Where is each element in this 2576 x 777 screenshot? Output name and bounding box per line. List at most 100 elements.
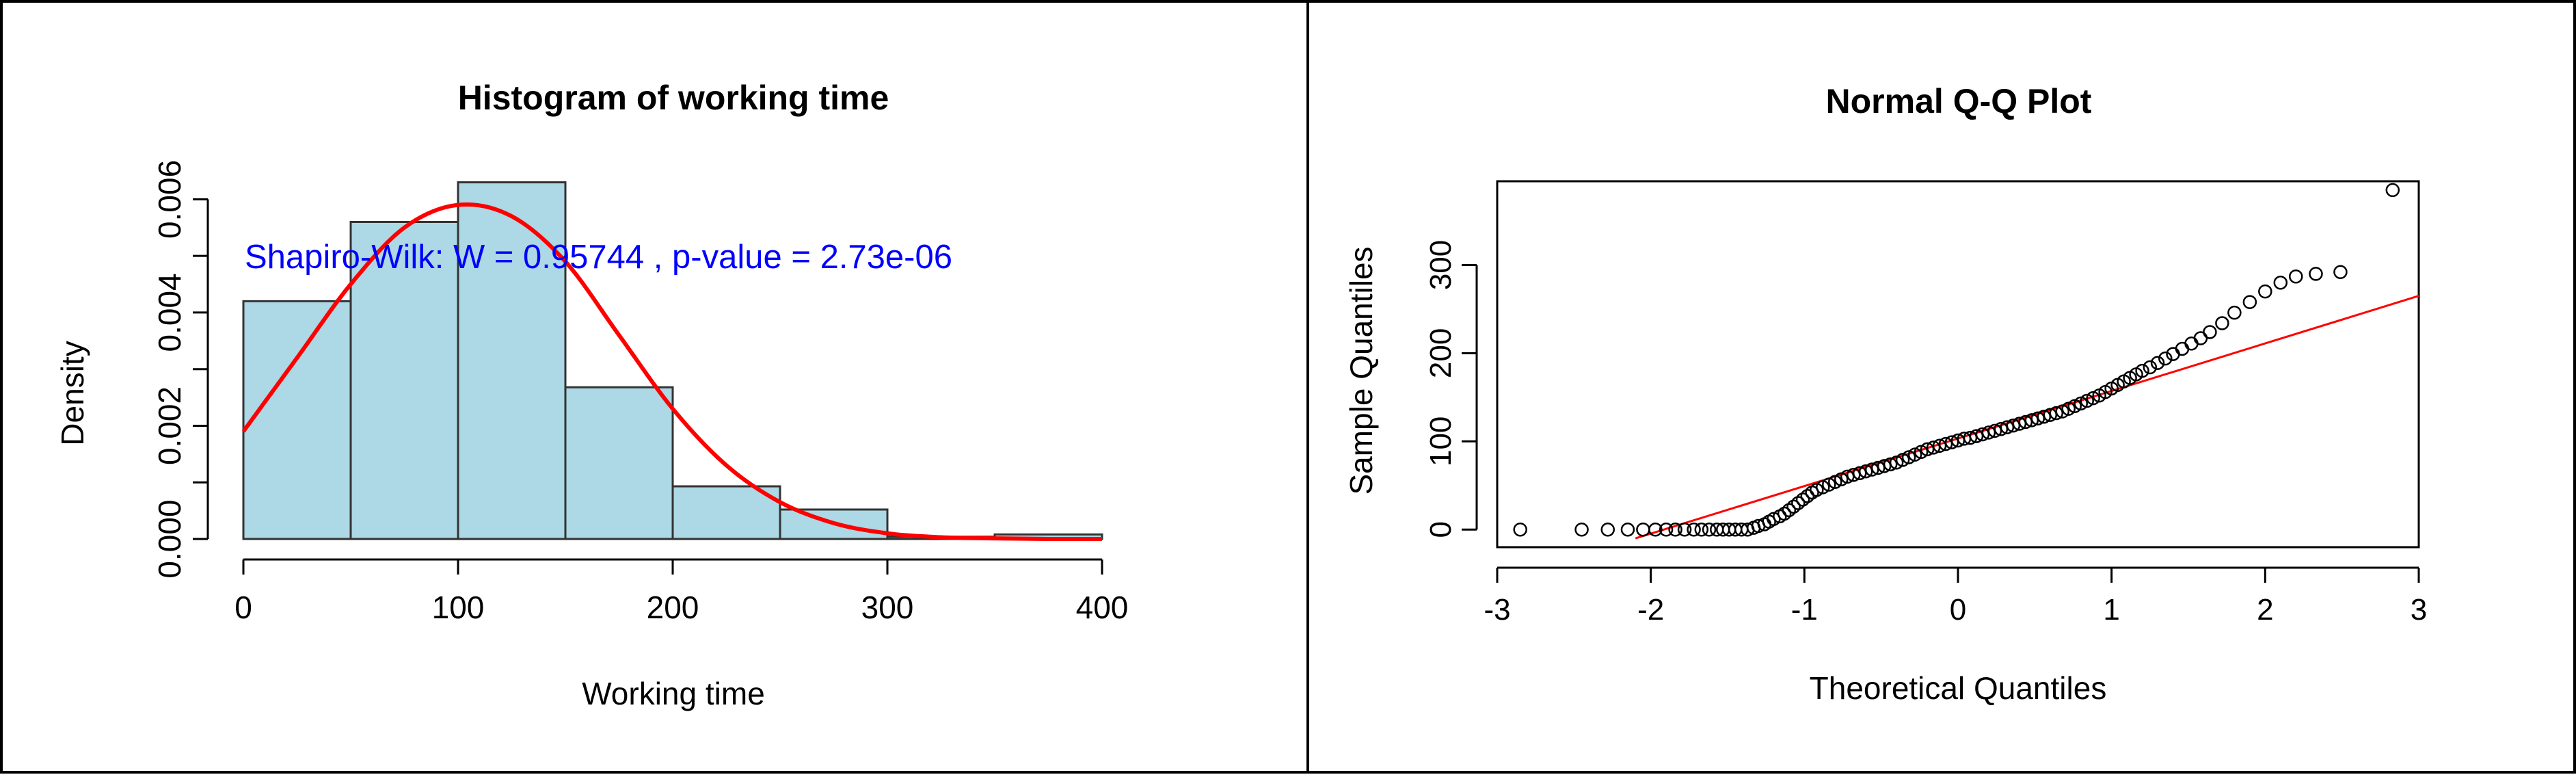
y-tick-label: 0.006 — [152, 160, 187, 239]
qq-point — [1994, 422, 2009, 436]
qq-point — [1668, 522, 1682, 537]
qq-point — [1791, 496, 1806, 510]
qq-point — [1648, 522, 1663, 537]
qq-point — [2061, 401, 2076, 416]
qq-point — [2018, 414, 2033, 430]
qq-point — [2150, 356, 2165, 370]
y-tick-label: 0 — [1424, 521, 1458, 538]
qq-point — [1600, 522, 1615, 537]
qq-point — [1846, 468, 1861, 482]
qq-point — [1969, 429, 1984, 443]
x-tick-label: 0 — [1950, 593, 1966, 627]
qq-point — [2258, 284, 2272, 299]
x-tick-label: 1 — [2103, 593, 2119, 627]
qq-point — [1620, 522, 1635, 537]
histogram-y-label: Density — [55, 341, 90, 445]
qq-point — [1877, 459, 1892, 473]
y-tick-label: 0.000 — [152, 499, 187, 578]
shapiro-wilk-annotation: Shapiro-Wilk: W = 0.95744 , p-value = 2.… — [245, 239, 952, 276]
qq-x-label: Theoretical Quantiles — [1810, 670, 2107, 706]
qq-point — [2203, 325, 2217, 339]
qq-point — [1767, 512, 1781, 526]
histogram-x-ticks: 0 100 200 300 400 — [234, 559, 1128, 625]
histogram-bar — [457, 181, 567, 540]
qq-point — [1840, 469, 1855, 484]
qq-point — [1513, 522, 1527, 537]
qq-x-ticks: -3 -2 -1 0 1 2 3 — [1484, 568, 2427, 627]
qq-point — [2037, 409, 2052, 424]
qq-point — [1895, 453, 1910, 467]
histogram-bar — [349, 220, 459, 540]
x-tick-label: 300 — [861, 590, 914, 625]
qq-point — [1981, 425, 1996, 440]
qq-point — [1914, 445, 1929, 460]
qq-point — [1834, 472, 1849, 486]
qq-point — [2080, 393, 2094, 408]
qq-point — [1963, 430, 1978, 445]
qq-point — [2289, 269, 2303, 284]
y-tick-label: 300 — [1424, 240, 1458, 290]
qq-y-label: Sample Quantiles — [1343, 246, 1379, 495]
qq-point — [1574, 522, 1589, 537]
x-tick-label: 2 — [2257, 593, 2273, 627]
histogram-panel: Histogram of working time Shapiro-Wilk: … — [55, 79, 1128, 711]
histogram-bar — [564, 386, 674, 540]
x-tick-label: 400 — [1076, 590, 1129, 625]
qq-point — [2175, 341, 2190, 356]
qq-point — [1828, 475, 1842, 489]
qq-point — [2049, 406, 2064, 421]
qq-point — [1864, 462, 1879, 477]
qq-plot-panel: Normal Q-Q Plot -3 -2 -1 0 1 2 3 0 100 200 300 Th… — [1343, 82, 2427, 706]
qq-point — [2074, 396, 2088, 411]
qq-point — [2030, 411, 2045, 426]
qq-point — [2215, 316, 2229, 330]
qq-point — [2227, 305, 2242, 320]
qq-point — [1822, 477, 1836, 492]
qq-point — [1782, 503, 1797, 518]
qq-plot-box — [1496, 180, 2420, 549]
x-tick-label: -2 — [1637, 593, 1664, 627]
histogram-bar — [242, 300, 352, 540]
qq-point — [2043, 408, 2058, 422]
x-tick-label: 100 — [432, 590, 485, 625]
qq-point — [1677, 522, 1692, 537]
qq-point — [2193, 331, 2208, 345]
density-curve — [241, 202, 1103, 542]
x-tick-label: 0 — [234, 590, 252, 625]
qq-point — [1938, 436, 1953, 451]
qq-point — [1944, 435, 1959, 449]
qq-point — [1975, 427, 1990, 442]
qq-point — [2000, 420, 2015, 434]
qq-point — [2309, 267, 2323, 281]
y-tick-label: 100 — [1424, 417, 1458, 466]
qq-point — [1777, 506, 1792, 521]
qq-point — [1687, 522, 1701, 537]
qq-point — [1932, 438, 1947, 453]
qq-point — [1795, 492, 1810, 507]
qq-point — [2012, 417, 2027, 431]
qq-point — [1702, 522, 1717, 537]
qq-point — [1816, 480, 1830, 495]
qq-point — [2024, 413, 2039, 427]
histogram-bars — [242, 181, 1103, 540]
qq-point — [1852, 466, 1867, 480]
qq-point — [1636, 522, 1650, 537]
qq-point — [1659, 522, 1674, 537]
qq-point — [2143, 360, 2158, 375]
qq-point — [2385, 183, 2400, 198]
histogram-x-label: Working time — [582, 676, 765, 711]
histogram-y-ticks: 0.000 0.002 0.004 0.006 — [152, 160, 208, 579]
qq-points — [1513, 183, 2400, 537]
qq-point — [2086, 391, 2100, 406]
histogram-title: Histogram of working time — [458, 79, 889, 117]
qq-point — [2184, 336, 2199, 351]
qq-point — [2242, 295, 2257, 309]
qq-point — [2273, 276, 2288, 290]
qq-point — [1858, 464, 1873, 479]
y-tick-label: 0.002 — [152, 386, 187, 465]
qq-point — [2067, 399, 2082, 413]
x-tick-label: 200 — [647, 590, 699, 625]
x-tick-label: 3 — [2411, 593, 2427, 627]
qq-point — [1987, 423, 2002, 438]
